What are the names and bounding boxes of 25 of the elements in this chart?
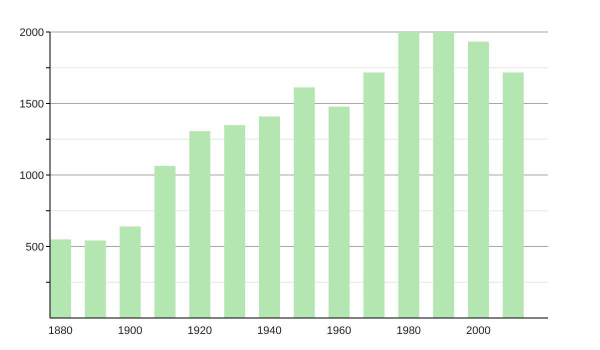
bar (189, 131, 210, 318)
x-tick-label: 1920 (188, 324, 212, 337)
x-tick-label: 1880 (48, 324, 73, 337)
bar (398, 32, 420, 318)
y-tick-label: 1500 (20, 98, 44, 110)
bar (433, 32, 454, 318)
x-tick-label: 1980 (396, 324, 421, 337)
bar (258, 116, 280, 318)
x-tick-label: 1960 (326, 324, 352, 337)
y-tick-label: 500 (26, 241, 44, 254)
y-tick-label: 1000 (20, 170, 44, 182)
x-tick-label: 1940 (257, 324, 282, 337)
bar (328, 106, 350, 318)
bar (294, 87, 315, 318)
bar (502, 72, 524, 318)
x-tick-label: 2000 (466, 324, 491, 337)
bar (468, 42, 489, 318)
bar (120, 226, 141, 318)
bar (363, 72, 384, 318)
y-tick-label: 2000 (20, 26, 44, 39)
bar (154, 166, 176, 318)
bar (50, 239, 72, 318)
x-tick-label: 1900 (118, 324, 142, 337)
bar (84, 240, 106, 318)
bar (224, 125, 246, 318)
